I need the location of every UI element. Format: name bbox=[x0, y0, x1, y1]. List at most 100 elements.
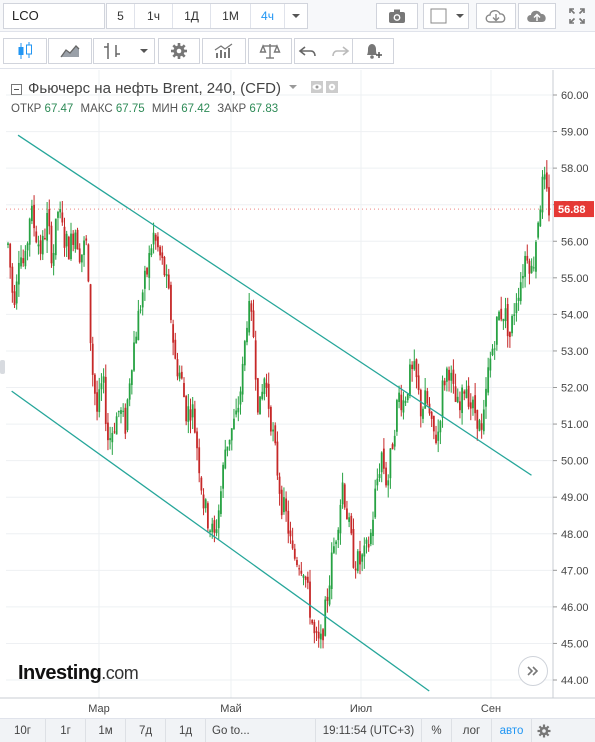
candle-body bbox=[148, 253, 151, 278]
area-style-button[interactable] bbox=[48, 38, 92, 64]
candle-body bbox=[72, 233, 75, 245]
range-1m[interactable]: 1м bbox=[86, 718, 126, 742]
settings-button[interactable] bbox=[158, 38, 200, 64]
timeframe-5[interactable]: 5 bbox=[107, 4, 135, 28]
candle-body bbox=[343, 484, 346, 508]
lower-trendline[interactable] bbox=[11, 390, 430, 692]
range-7d[interactable]: 7д bbox=[126, 718, 166, 742]
x-tick-label: Июл bbox=[350, 703, 372, 715]
candle-body bbox=[174, 339, 177, 359]
left-edge-handle[interactable] bbox=[0, 360, 5, 374]
x-tick-label: Сен bbox=[481, 703, 501, 715]
candle-body bbox=[335, 541, 337, 545]
bars-style-button[interactable] bbox=[93, 38, 155, 64]
scales-icon bbox=[259, 44, 281, 59]
undo-redo-group bbox=[294, 38, 356, 64]
candle-body bbox=[243, 341, 246, 366]
auto-toggle[interactable]: авто bbox=[492, 718, 532, 742]
candle-body bbox=[443, 380, 446, 386]
compare-button[interactable] bbox=[248, 38, 292, 64]
range-10y[interactable]: 10г bbox=[0, 718, 46, 742]
legend-menu-chevron-icon[interactable] bbox=[287, 81, 317, 93]
timeframe-1m[interactable]: 1М bbox=[211, 4, 251, 28]
indicators-button[interactable] bbox=[202, 38, 246, 64]
candle-body bbox=[89, 284, 92, 344]
fullscreen-button[interactable] bbox=[561, 3, 592, 29]
y-tick-label: 58.00 bbox=[561, 163, 589, 175]
timeframe-1d[interactable]: 1Д bbox=[173, 4, 211, 28]
candle-body bbox=[67, 236, 70, 260]
candle-body bbox=[9, 243, 12, 268]
bottom-settings-button[interactable] bbox=[532, 719, 555, 742]
timeframe-4h[interactable]: 4ч bbox=[251, 4, 285, 28]
snapshot-button[interactable] bbox=[376, 3, 418, 29]
candle-body bbox=[315, 631, 318, 633]
candle-body bbox=[150, 248, 153, 256]
load-layout-button[interactable] bbox=[476, 3, 516, 29]
candle-body bbox=[532, 267, 535, 269]
candle-body bbox=[341, 482, 344, 505]
high-value: 67.75 bbox=[115, 103, 145, 115]
candle-body bbox=[130, 370, 133, 385]
area-chart-icon bbox=[60, 45, 80, 58]
candle-body bbox=[519, 282, 522, 302]
background-color-button[interactable] bbox=[423, 3, 469, 29]
candle-body bbox=[454, 386, 457, 402]
candle-body bbox=[7, 243, 9, 245]
timeframe-dropdown[interactable] bbox=[285, 4, 307, 28]
candle-body bbox=[472, 399, 474, 409]
candle-body bbox=[178, 372, 181, 379]
symbol-input[interactable]: LCO bbox=[3, 3, 105, 29]
candle-body bbox=[352, 529, 355, 568]
candle-body bbox=[369, 532, 372, 545]
candles-style-button[interactable] bbox=[3, 38, 47, 64]
range-1y[interactable]: 1г bbox=[46, 718, 86, 742]
candle-body bbox=[287, 510, 290, 534]
candle-body bbox=[115, 416, 118, 435]
camera-icon bbox=[389, 9, 405, 23]
legend-collapse-toggle[interactable] bbox=[11, 84, 22, 95]
candle-body bbox=[24, 250, 27, 267]
candle-body bbox=[541, 176, 544, 213]
range-1d[interactable]: 1д bbox=[166, 718, 206, 742]
y-tick-label: 47.00 bbox=[561, 565, 589, 577]
log-toggle[interactable]: лог bbox=[452, 718, 492, 742]
candle-body bbox=[526, 255, 529, 261]
candle-body bbox=[402, 400, 405, 413]
candle-body bbox=[111, 432, 114, 443]
scroll-to-realtime-button[interactable] bbox=[518, 656, 548, 686]
candle-body bbox=[467, 385, 470, 407]
chart-svg[interactable]: 44.00 45.00 46.00 47.00 48.00 49.00 50.00 51.00… bbox=[0, 70, 595, 720]
chart[interactable]: 44.00 45.00 46.00 47.00 48.00 49.00 50.00 51.00… bbox=[0, 70, 595, 720]
candle-body bbox=[289, 530, 292, 537]
timeframe-1h[interactable]: 1ч bbox=[135, 4, 173, 28]
candle-body bbox=[524, 255, 527, 277]
y-tick-label: 51.00 bbox=[561, 419, 589, 431]
candle-body bbox=[165, 274, 168, 277]
candle-body bbox=[485, 388, 487, 407]
alert-button[interactable] bbox=[352, 38, 394, 64]
candle-body bbox=[469, 402, 472, 409]
candle-body bbox=[482, 409, 485, 432]
candle-body bbox=[263, 378, 266, 395]
candle-body bbox=[543, 174, 546, 180]
y-tick-label: 46.00 bbox=[561, 602, 589, 614]
candle-body bbox=[176, 359, 179, 377]
goto-button[interactable]: Go to... bbox=[206, 718, 316, 742]
candle-body bbox=[35, 231, 38, 243]
candle-body bbox=[424, 390, 427, 409]
indicators-icon bbox=[214, 43, 233, 58]
candle-body bbox=[139, 309, 142, 311]
low-label: МИН bbox=[151, 103, 178, 115]
candle-body bbox=[328, 585, 331, 605]
candle-body bbox=[200, 477, 203, 491]
candle-body bbox=[63, 226, 66, 248]
candle-body bbox=[391, 444, 394, 450]
candle-body bbox=[491, 348, 494, 356]
candle-body bbox=[293, 548, 296, 559]
percent-toggle[interactable]: % bbox=[422, 718, 452, 742]
candle-body bbox=[196, 431, 198, 449]
candle-body bbox=[246, 327, 248, 343]
save-layout-button[interactable] bbox=[518, 3, 556, 29]
upper-trendline[interactable] bbox=[17, 134, 532, 476]
